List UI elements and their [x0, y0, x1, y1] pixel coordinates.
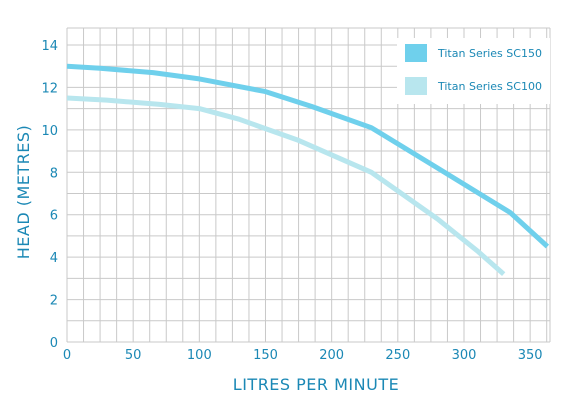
legend-label-sc100: Titan Series SC100: [437, 80, 542, 93]
x-tick-label: 0: [63, 348, 71, 363]
y-tick-label: 12: [41, 81, 58, 96]
x-tick-label: 200: [319, 348, 344, 363]
series-lines: [66, 63, 550, 276]
y-axis-title: HEAD (METRES): [14, 125, 33, 260]
y-tick-label: 8: [50, 166, 58, 181]
legend-swatch-sc150: [405, 44, 427, 62]
y-tick-label: 14: [41, 39, 58, 54]
x-tick-label: 350: [518, 348, 543, 363]
legend-label-sc150: Titan Series SC150: [437, 47, 542, 60]
x-axis-ticks: 0 50 100 150 200 250 300 350: [63, 348, 543, 363]
x-tick-label: 300: [452, 348, 477, 363]
x-tick-label: 50: [125, 348, 142, 363]
y-tick-label: 0: [50, 336, 58, 351]
legend: Titan Series SC150 Titan Series SC100: [397, 38, 550, 104]
y-tick-label: 10: [41, 124, 58, 139]
x-tick-label: 250: [385, 348, 410, 363]
y-axis-ticks: 0 2 4 6 8 10 12 14: [41, 39, 58, 351]
y-tick-label: 2: [50, 294, 58, 309]
y-tick-label: 4: [50, 251, 58, 266]
x-tick-label: 150: [253, 348, 278, 363]
legend-swatch-sc100: [405, 77, 427, 95]
x-axis-title: LITRES PER MINUTE: [233, 375, 399, 394]
series-line-sc100: [66, 95, 506, 276]
x-tick-label: 100: [187, 348, 212, 363]
series-line-sc150: [66, 63, 550, 249]
y-tick-label: 6: [50, 209, 58, 224]
